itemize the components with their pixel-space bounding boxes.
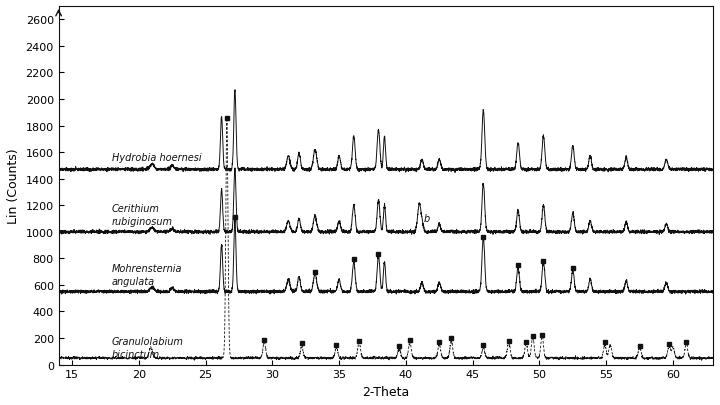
Text: Mohrensternia
angulata: Mohrensternia angulata xyxy=(112,263,183,286)
Text: Granulolabium
bicinctum: Granulolabium bicinctum xyxy=(112,336,184,359)
Y-axis label: Lin (Counts): Lin (Counts) xyxy=(7,148,20,224)
Text: Hydrobia hoernesi: Hydrobia hoernesi xyxy=(112,153,202,163)
Text: b: b xyxy=(423,213,430,224)
Text: Cerithium
rubiginosum: Cerithium rubiginosum xyxy=(112,204,173,226)
X-axis label: 2-Theta: 2-Theta xyxy=(362,385,410,398)
